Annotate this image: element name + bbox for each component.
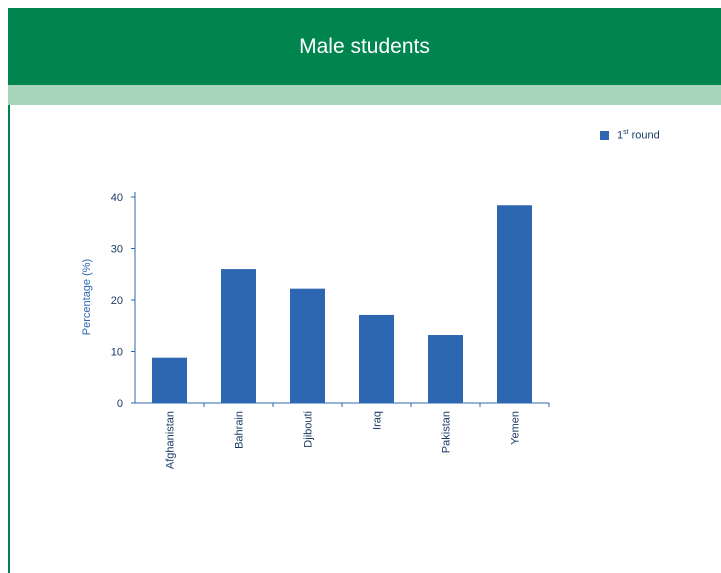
x-tick-label: Bahrain	[234, 411, 246, 449]
y-tick-label: 30	[111, 244, 123, 256]
y-axis-label: Percentage (%)	[81, 259, 93, 335]
legend-label: 1st round	[617, 129, 660, 142]
bar	[497, 205, 532, 403]
frame-left-border	[8, 8, 10, 573]
legend: 1st round	[600, 129, 660, 142]
x-tick-label: Pakistan	[441, 411, 453, 453]
x-tick-label: Iraq	[372, 411, 384, 430]
legend-swatch	[600, 130, 609, 140]
header-bar: Male students	[8, 8, 721, 85]
bar	[152, 357, 187, 403]
header-subband	[8, 85, 721, 105]
x-tick-label: Afghanistan	[165, 411, 177, 469]
x-tick-label: Yemen	[510, 411, 522, 445]
y-tick-label: 0	[117, 398, 123, 410]
x-tick-label: Djibouti	[303, 411, 315, 448]
bar	[359, 314, 394, 403]
y-tick-label: 20	[111, 295, 123, 307]
bar	[221, 269, 256, 403]
bar	[290, 288, 325, 403]
y-tick-label: 40	[111, 192, 123, 204]
y-tick-label: 10	[111, 347, 123, 359]
bar	[428, 335, 463, 403]
chart-title: Male students	[299, 34, 430, 58]
